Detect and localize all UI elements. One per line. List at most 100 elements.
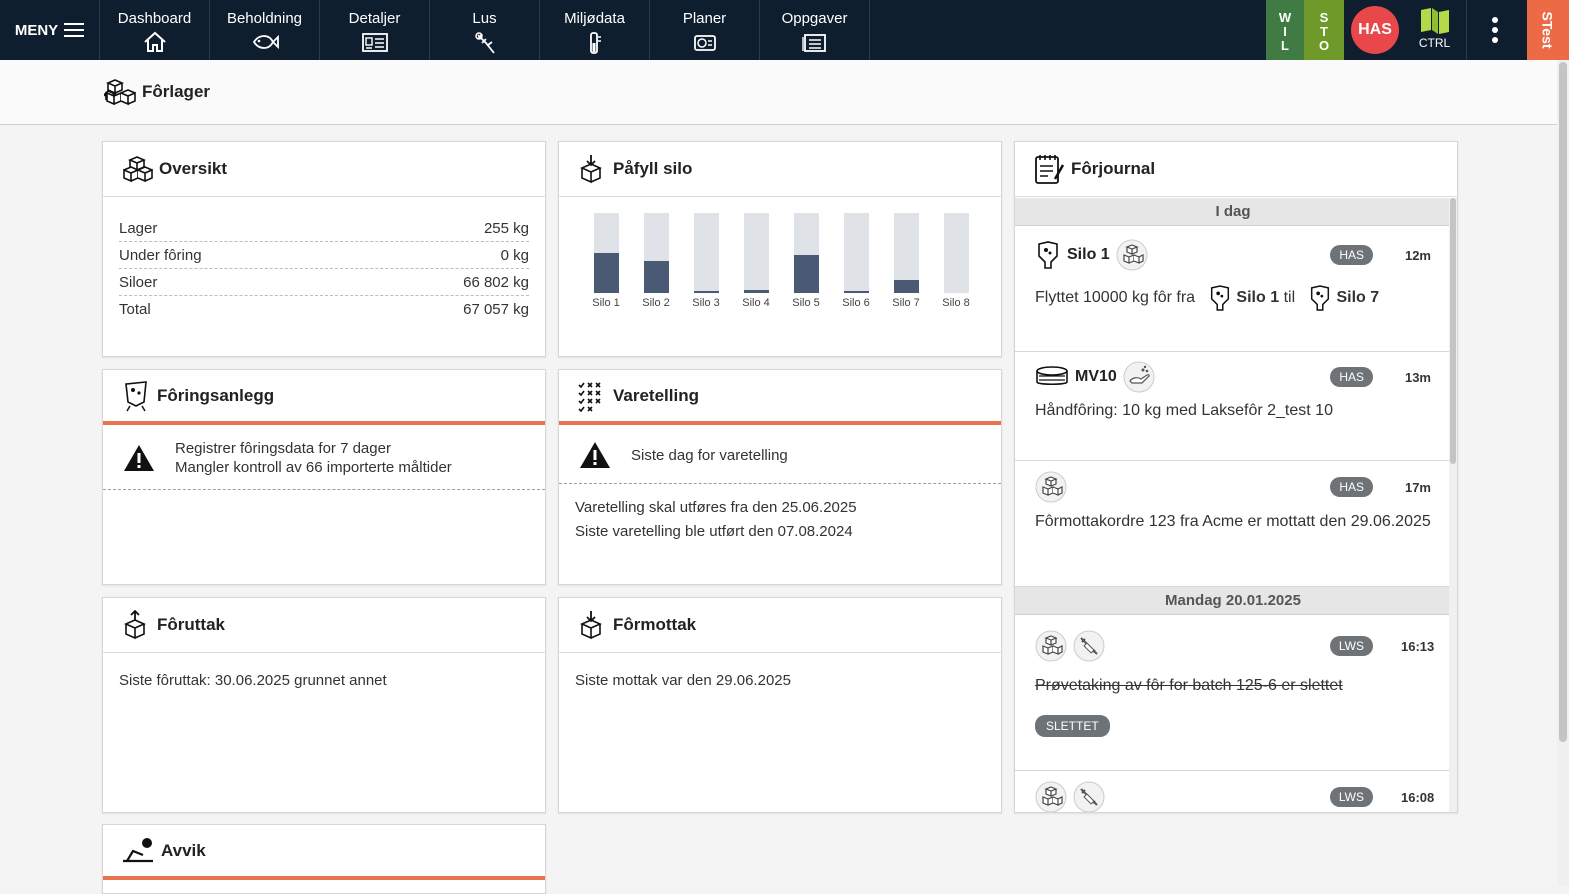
oversikt-card: Oversikt Lager 255 kg Under fôring 0 kg … — [102, 141, 546, 357]
silo-label: Silo 2 — [642, 297, 670, 309]
site-letter: W — [1278, 10, 1292, 25]
forjournal-card: Fôrjournal I dag Silo 1 HAS 12m Flyttet … — [1014, 141, 1458, 813]
row-label: Siloer — [119, 273, 158, 291]
card-title: Avvik — [161, 840, 206, 860]
site-letter: L — [1281, 38, 1289, 53]
user-badge: HAS — [1330, 367, 1373, 387]
box-upload-icon — [124, 610, 146, 640]
silo-item[interactable]: Silo 5 — [781, 213, 831, 309]
varetelling-card[interactable]: Varetelling Siste dag for varetelling Va… — [558, 369, 1002, 585]
info-line: Siste mottak var den 29.06.2025 — [575, 672, 791, 689]
site-letter: I — [1283, 24, 1287, 39]
silo-label: Silo 6 — [842, 297, 870, 309]
tasks-icon — [801, 34, 826, 52]
journal-entry[interactable]: Silo 1 HAS 12m Flyttet 10000 kg fôr fra … — [1015, 226, 1451, 352]
card-title: Fôrmottak — [613, 615, 697, 634]
kebab-dot-icon — [1491, 37, 1498, 43]
box-download-icon — [580, 155, 602, 184]
menu-button[interactable]: MENY — [0, 0, 100, 60]
silo-level-bar — [643, 213, 669, 293]
silo-item[interactable]: Silo 2 — [631, 213, 681, 309]
page-scrollbar-thumb[interactable] — [1559, 62, 1567, 742]
journal-icon — [1035, 155, 1065, 184]
silo-item[interactable]: Silo 3 — [681, 213, 731, 309]
from-silo: Silo 1 — [1236, 289, 1280, 306]
row-value: 0 kg — [500, 246, 529, 264]
tab-detaljer[interactable]: Detaljer — [320, 0, 430, 60]
silo-label: Silo 8 — [942, 297, 970, 309]
home-icon — [143, 31, 166, 52]
user-badge: HAS — [1330, 245, 1373, 265]
pafyll-silo-card[interactable]: Påfyll silo Silo 1 Silo 2 Silo 3 Silo 4 Silo… — [558, 141, 1002, 357]
foruttak-card[interactable]: Fôruttak Siste fôruttak: 30.06.2025 grun… — [102, 597, 546, 813]
silo-item[interactable]: Silo 8 — [931, 213, 981, 309]
environment-tag: STest — [1527, 0, 1569, 60]
tab-miljodata[interactable]: Miljødata — [540, 0, 650, 60]
warning-triangle-icon — [580, 442, 610, 468]
silo-level-bar — [893, 213, 919, 293]
tab-label: Miljødata — [564, 10, 625, 27]
warning-row: Registrer fôringsdata for 7 dager Mangle… — [103, 425, 545, 490]
user-avatar[interactable]: HAS — [1351, 6, 1399, 54]
warning-text: Siste dag for varetelling — [631, 446, 788, 464]
silo-list: Silo 1 Silo 2 Silo 3 Silo 4 Silo 5 Silo 6 Silo… — [559, 197, 1001, 309]
journal-entry[interactable]: LWS 16:13 Prøvetaking av fôr for batch 1… — [1015, 615, 1451, 771]
tab-planer[interactable]: Planer — [650, 0, 760, 60]
warning-text: Mangler kontroll av 66 importerte måltid… — [175, 459, 452, 476]
journal-scrollbar[interactable] — [1449, 198, 1457, 812]
thermometer-icon — [589, 32, 601, 54]
silo-level-fill — [793, 255, 819, 293]
more-options-button[interactable] — [1466, 0, 1522, 60]
card-title: Påfyll silo — [613, 159, 693, 178]
journal-entry[interactable]: HAS 17m Fôrmottakordre 123 fra Acme er m… — [1015, 461, 1451, 587]
foringsanlegg-card[interactable]: Fôringsanlegg Registrer fôringsdata for … — [102, 369, 546, 585]
sample-pipette-icon — [1073, 781, 1105, 812]
environment-label: STest — [1540, 11, 1556, 49]
ctrl-button[interactable]: CTRL — [1407, 0, 1462, 60]
warning-row: Siste dag for varetelling — [559, 425, 1001, 484]
journal-list[interactable]: I dag Silo 1 HAS 12m Flyttet 10000 kg fô… — [1015, 198, 1451, 812]
silo-level-fill — [693, 291, 719, 293]
journal-scrollbar-thumb[interactable] — [1450, 198, 1456, 464]
silo-level-bar — [843, 213, 869, 293]
silo-item[interactable]: Silo 7 — [881, 213, 931, 309]
to-silo: Silo 7 — [1336, 289, 1380, 306]
silo-item[interactable]: Silo 1 — [581, 213, 631, 309]
cubes-badge-icon — [1035, 781, 1067, 812]
tab-label: Beholdning — [226, 10, 303, 27]
tab-beholdning[interactable]: Beholdning — [210, 0, 320, 60]
cubes-badge-icon — [1116, 239, 1148, 271]
user-badge: HAS — [1330, 477, 1373, 497]
silo-level-fill — [893, 280, 919, 293]
page-header: Fôrlager — [0, 60, 1569, 125]
entry-text: Fôrmottakordre 123 fra Acme er mottatt d… — [1035, 513, 1431, 530]
site-letter: S — [1319, 10, 1329, 25]
journal-entry[interactable]: LWS 16:08 — [1015, 771, 1451, 812]
user-badge: LWS — [1329, 636, 1373, 656]
row-label: Lager — [119, 219, 158, 237]
tab-label: Oppgaver — [781, 10, 848, 27]
tab-dashboard[interactable]: Dashboard — [100, 0, 210, 60]
journal-entry[interactable]: MV10 HAS 13m Håndfôring: 10 kg med Lakse… — [1015, 352, 1451, 461]
kebab-dot-icon — [1491, 27, 1498, 33]
silo-item[interactable]: Silo 4 — [731, 213, 781, 309]
silo-label: Silo 1 — [592, 297, 620, 309]
tab-label: Dashboard — [117, 10, 192, 27]
tab-label: Detaljer — [348, 10, 401, 27]
hand-feeding-icon — [1123, 361, 1155, 393]
formottak-card[interactable]: Fôrmottak Siste mottak var den 29.06.202… — [558, 597, 1002, 813]
fish-icon — [252, 34, 279, 50]
page-scrollbar[interactable] — [1557, 60, 1569, 886]
user-badge: LWS — [1329, 787, 1373, 807]
card-title: Fôruttak — [157, 615, 225, 634]
details-card-icon — [361, 33, 388, 52]
tab-oppgaver[interactable]: Oppgaver — [760, 0, 870, 60]
tab-lus[interactable]: Lus — [430, 0, 540, 60]
avvik-card[interactable]: Avvik — [102, 824, 546, 894]
site-sto-button[interactable]: S T O — [1304, 0, 1344, 60]
info-line: Siste varetelling ble utført den 07.08.2… — [575, 523, 853, 540]
silo-item[interactable]: Silo 6 — [831, 213, 881, 309]
sample-pipette-icon — [1073, 630, 1105, 662]
cubes-badge-icon — [1035, 630, 1067, 662]
site-wil-button[interactable]: W I L — [1266, 0, 1304, 60]
